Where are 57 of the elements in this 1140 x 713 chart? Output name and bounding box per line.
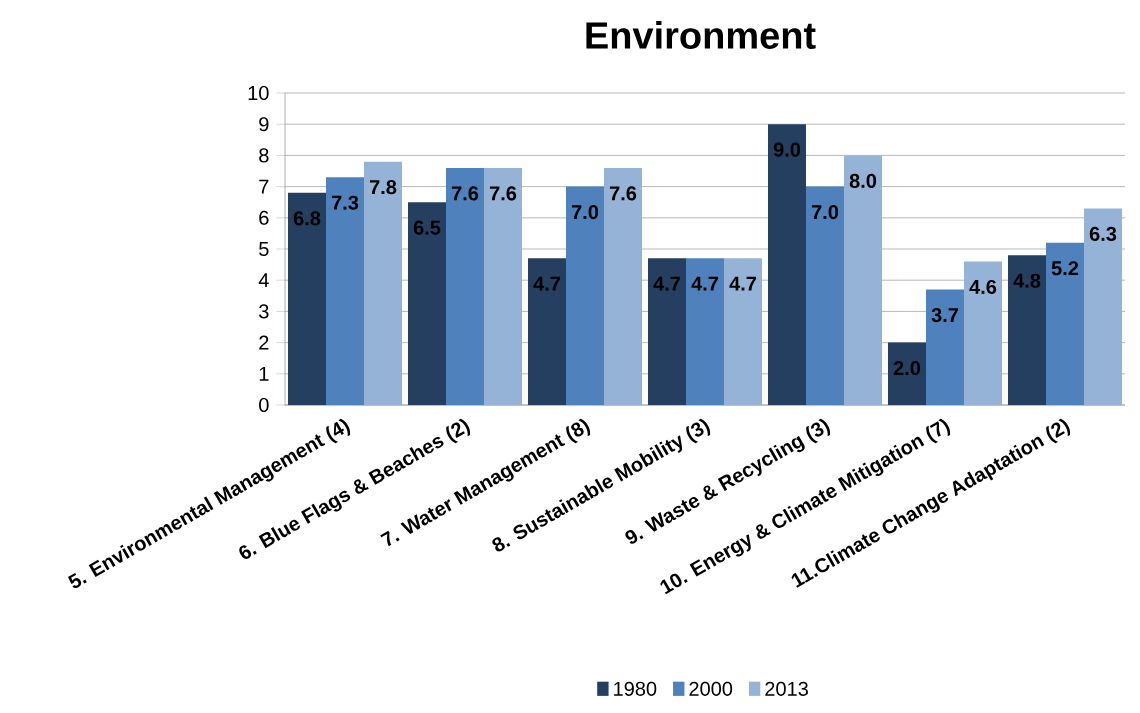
bar <box>288 192 326 405</box>
bar <box>1046 242 1084 405</box>
bar <box>326 177 364 405</box>
data-label: 7.6 <box>451 186 479 201</box>
data-label: 7.0 <box>811 205 839 220</box>
bar <box>964 261 1002 405</box>
legend-label: 1980 <box>614 681 657 696</box>
data-label: 8.0 <box>849 173 877 188</box>
data-label: 7.8 <box>369 180 397 195</box>
data-label: 4.7 <box>729 276 757 291</box>
data-label: 3.7 <box>931 307 959 323</box>
legend-label: 2000 <box>689 681 733 696</box>
data-label: 2.0 <box>893 361 921 376</box>
bar <box>926 289 964 405</box>
bar <box>888 342 926 405</box>
data-label: 6.5 <box>413 220 441 235</box>
bar <box>528 258 566 405</box>
data-label: 6.3 <box>1089 226 1117 242</box>
data-label: 4.6 <box>969 279 997 295</box>
bar <box>566 186 604 405</box>
bar <box>686 258 724 405</box>
y-tick-label: 2 <box>259 335 269 350</box>
bar <box>446 167 484 405</box>
bar <box>648 258 686 405</box>
data-label: 6.8 <box>293 211 321 226</box>
data-label: 4.7 <box>533 276 561 291</box>
y-tick-label: 3 <box>259 304 269 319</box>
data-label: 9.0 <box>773 142 801 157</box>
data-label: 4.7 <box>691 276 719 291</box>
bar <box>484 167 523 405</box>
bar <box>364 161 402 405</box>
data-label: 7.0 <box>571 205 599 220</box>
data-label: 7.6 <box>609 186 637 201</box>
y-tick-label: 6 <box>259 210 269 225</box>
chart-title: Environment <box>586 21 816 49</box>
data-label: 4.8 <box>1013 273 1041 288</box>
y-tick-label: 5 <box>259 242 269 256</box>
bar <box>604 167 642 405</box>
y-tick-label: 7 <box>259 179 269 194</box>
y-tick-label: 1 <box>259 366 269 381</box>
data-label: 7.3 <box>331 195 359 210</box>
y-tick-label: 0 <box>259 397 269 413</box>
data-label: 5.2 <box>1051 261 1079 276</box>
y-tick-label: 8 <box>259 148 269 163</box>
y-tick-label: 4 <box>258 273 269 288</box>
bar <box>1008 255 1046 405</box>
bar <box>1084 208 1122 405</box>
data-label: 7.6 <box>489 186 517 201</box>
bar <box>768 124 806 405</box>
bar <box>408 202 446 405</box>
bar <box>805 186 844 405</box>
data-label: 4.7 <box>653 276 681 291</box>
bar <box>724 258 762 405</box>
bar <box>844 155 882 405</box>
y-tick-label: 9 <box>259 117 269 132</box>
legend-label: 2013 <box>765 681 808 696</box>
y-tick-label: 10 <box>248 85 269 101</box>
